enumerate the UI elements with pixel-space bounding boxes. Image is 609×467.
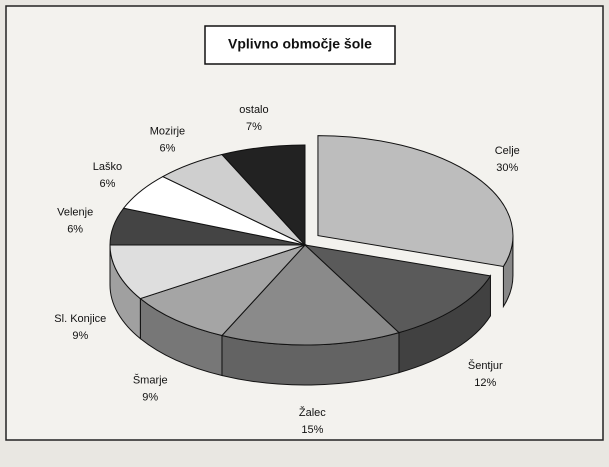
chart-title: Vplivno območje šole [228, 36, 372, 52]
slice [303, 244, 492, 334]
slice-value-label: 9% [72, 330, 88, 342]
slice-value-label: 15% [301, 424, 323, 436]
slice [109, 244, 306, 300]
slice-value-label: 30% [496, 162, 518, 174]
slice-label: Mozirje [150, 126, 185, 138]
slice-value-label: 6% [99, 178, 115, 190]
slice-label: ostalo [239, 104, 268, 116]
slice [221, 244, 400, 346]
slice [221, 144, 306, 247]
slice-value-label: 7% [246, 121, 262, 133]
slice-label: Šentjur [468, 359, 503, 372]
title-box [204, 25, 396, 65]
slice-label: Laško [93, 161, 122, 173]
slice-label: Žalec [299, 406, 326, 419]
slice-label: Celje [495, 145, 520, 157]
slice-label: Šmarje [133, 373, 168, 386]
slice-value-label: 6% [67, 224, 83, 236]
slice-value-label: 6% [160, 143, 176, 155]
slice-label: Sl. Konjice [54, 313, 106, 325]
slice [317, 135, 514, 268]
slice-value-label: 9% [142, 391, 158, 403]
slice [139, 243, 307, 337]
slice-value-label: 12% [474, 377, 496, 389]
slice-label: Velenje [57, 207, 93, 219]
